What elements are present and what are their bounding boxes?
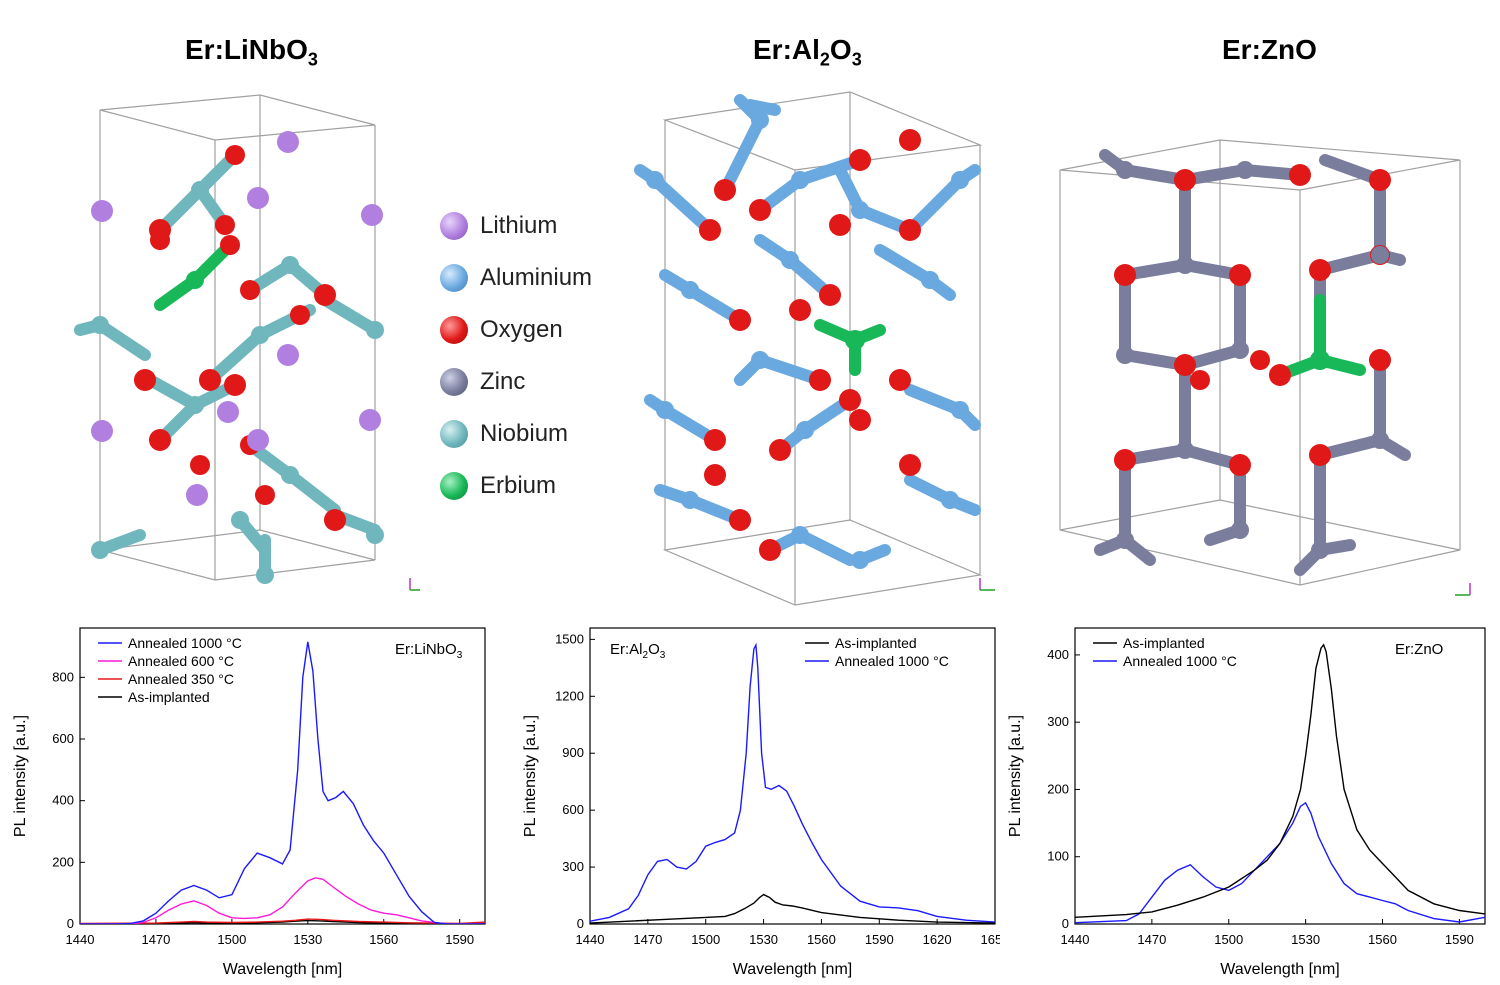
erbium-ball-icon — [440, 472, 468, 500]
aluminium-ball-icon — [440, 264, 468, 292]
series-line — [80, 877, 485, 924]
lithium-ball-icon — [440, 212, 468, 240]
x-tick-label: 1590 — [445, 932, 474, 947]
x-tick-label: 1440 — [576, 932, 605, 947]
y-axis-label: PL intensity [a.u.] — [1007, 715, 1024, 837]
series-line — [590, 642, 995, 923]
legend-item-lithium: Lithium — [440, 200, 592, 252]
x-axis-label: Wavelength [nm] — [1220, 961, 1339, 978]
chart-annotation: Er:ZnO — [1395, 641, 1443, 658]
series-line — [590, 893, 995, 924]
plot-frame — [79, 627, 486, 925]
x-tick-label: 1440 — [1061, 932, 1090, 947]
x-tick-label: 1440 — [66, 932, 95, 947]
plot-frame — [1074, 627, 1486, 925]
legend-label: As-implanted — [835, 635, 917, 651]
y-axis-label: PL intensity [a.u.] — [522, 715, 539, 837]
y-tick-label: 900 — [562, 745, 584, 760]
legend-label: As-implanted — [128, 689, 210, 705]
legend-label: Annealed 600 °C — [128, 653, 234, 669]
chart-annotation: Er:LiNbO3 — [395, 641, 463, 661]
legend-label: As-implanted — [1123, 635, 1205, 651]
y-tick-label: 1500 — [555, 631, 584, 646]
y-tick-label: 100 — [1047, 849, 1069, 864]
series-line — [80, 918, 485, 924]
y-tick-label: 1200 — [555, 688, 584, 703]
y-tick-label: 200 — [52, 854, 74, 869]
x-tick-label: 1470 — [633, 932, 662, 947]
element-legend: Lithium Aluminium Oxygen Zinc Niobium Er… — [440, 200, 592, 512]
legend-item-oxygen: Oxygen — [440, 304, 592, 356]
x-axis-label: Wavelength [nm] — [733, 961, 852, 978]
y-tick-label: 400 — [52, 793, 74, 808]
y-tick-label: 300 — [562, 859, 584, 874]
y-tick-label: 300 — [1047, 714, 1069, 729]
x-tick-label: 1620 — [923, 932, 952, 947]
y-tick-label: 0 — [1062, 916, 1069, 931]
x-tick-label: 1500 — [217, 932, 246, 947]
axis-triad-icon — [409, 578, 420, 591]
y-tick-label: 600 — [562, 802, 584, 817]
series-line — [1075, 643, 1485, 918]
x-tick-label: 1560 — [369, 932, 398, 947]
y-tick-label: 200 — [1047, 781, 1069, 796]
series-line — [80, 641, 485, 924]
axis-triad-icon — [1455, 583, 1471, 596]
x-tick-label: 1470 — [141, 932, 170, 947]
pl-chart-zno: 1440 1470 1500 1530 1560 1590 0 100 200 300 400 Wav… — [1007, 627, 1486, 978]
legend-item-erbium: Erbium — [440, 460, 592, 512]
pl-chart-linbo3: 1440 1470 1500 1530 1560 1590 0 200 400 600 800 Wav… — [12, 627, 486, 978]
series-line — [1075, 801, 1485, 924]
y-tick-label: 0 — [67, 916, 74, 931]
x-tick-label: 1470 — [1137, 932, 1166, 947]
legend-label: Annealed 1000 °C — [128, 635, 242, 651]
legend-item-aluminium: Aluminium — [440, 252, 592, 304]
legend-label: Annealed 1000 °C — [835, 653, 949, 669]
y-axis-label: PL intensity [a.u.] — [12, 715, 29, 837]
crystal-structure-al2o3 — [634, 91, 995, 606]
title-linbo3: Er:LiNbO3 — [185, 34, 318, 70]
x-tick-label: 1530 — [1291, 932, 1320, 947]
zinc-ball-icon — [440, 368, 468, 396]
crystal-structure-linbo3 — [74, 94, 420, 591]
x-tick-label: 1560 — [1368, 932, 1397, 947]
y-tick-label: 400 — [1047, 647, 1069, 662]
legend-label: Annealed 1000 °C — [1123, 653, 1237, 669]
oxygen-ball-icon — [440, 316, 468, 344]
legend-label: Annealed 350 °C — [128, 671, 234, 687]
x-tick-label: 1560 — [807, 932, 836, 947]
x-tick-label: 1500 — [691, 932, 720, 947]
x-tick-label: 1530 — [749, 932, 778, 947]
x-tick-label: 1530 — [293, 932, 322, 947]
y-tick-label: 800 — [52, 669, 74, 684]
x-tick-label: 1500 — [1214, 932, 1243, 947]
legend-item-zinc: Zinc — [440, 356, 592, 408]
chart-annotation: Er:Al2O3 — [610, 641, 666, 661]
crystal-structure-zno — [1059, 139, 1471, 596]
niobium-ball-icon — [440, 420, 468, 448]
plot-frame — [589, 627, 996, 925]
y-tick-label: 0 — [577, 916, 584, 931]
x-axis-label: Wavelength [nm] — [223, 961, 342, 978]
title-al2o3: Er:Al2O3 — [753, 34, 862, 70]
axis-triad-icon — [979, 578, 995, 591]
title-zno: Er:ZnO — [1222, 34, 1317, 65]
y-tick-label: 600 — [52, 731, 74, 746]
x-tick-label: 1590 — [865, 932, 894, 947]
x-tick-label: 1590 — [1445, 932, 1474, 947]
legend-item-niobium: Niobium — [440, 408, 592, 460]
